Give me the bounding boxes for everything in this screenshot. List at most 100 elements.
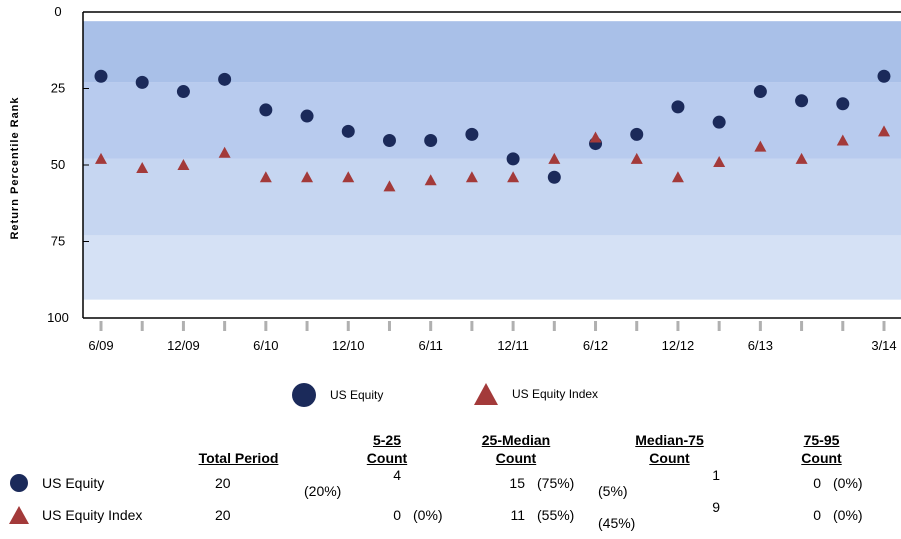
us-equity-point <box>465 127 479 141</box>
us-equity-point <box>218 72 232 86</box>
total-cell: 20 <box>215 475 231 491</box>
us-equity-index-point <box>671 171 684 183</box>
us-equity-index-point <box>177 159 190 170</box>
triangle-marker-icon <box>9 506 29 524</box>
legend-label: US Equity <box>330 388 384 402</box>
x-tick-label: 6/12 <box>583 338 608 353</box>
pct-cell: (45%) <box>598 515 636 531</box>
count-cell: 0 <box>813 507 821 523</box>
x-tick-label: 6/09 <box>88 338 113 353</box>
us-equity-index-point <box>589 131 602 143</box>
header-75-95-count: 75-95 Count <box>801 432 842 466</box>
legend-item-us-equity-index: US Equity Index <box>474 383 598 405</box>
y-tick-label: 50 <box>51 157 65 172</box>
count-cell: 15 <box>509 475 525 491</box>
us-equity-index-point <box>713 155 726 167</box>
circle-marker-icon <box>292 383 316 407</box>
y-tick-label: 25 <box>51 81 65 96</box>
us-equity-point <box>836 97 850 111</box>
us-equity-index-point <box>218 146 231 158</box>
legend-item-us-equity: US Equity <box>292 383 383 407</box>
x-tick-label: 3/14 <box>871 338 896 353</box>
x-tick-label: 12/10 <box>332 338 365 353</box>
count-cell: 1 <box>712 467 720 483</box>
count-cell: 0 <box>813 475 821 491</box>
header-5-25-count: 5-25 Count <box>366 432 408 466</box>
pct-cell: (0%) <box>833 475 863 491</box>
us-equity-point <box>259 103 273 117</box>
us-equity-index-point <box>424 174 437 186</box>
us-equity-point <box>300 109 314 123</box>
row-label: US Equity <box>42 475 105 491</box>
y-tick-label: 75 <box>51 234 65 249</box>
us-equity-point <box>712 115 726 129</box>
percentile-bands <box>83 21 901 300</box>
us-equity-index-point <box>795 152 808 164</box>
count-cell: 4 <box>393 467 401 483</box>
triangle-marker-icon <box>474 383 498 405</box>
pct-cell: (20%) <box>304 483 342 499</box>
us-equity-index-point <box>95 152 107 164</box>
pct-cell: (5%) <box>598 483 628 499</box>
circle-marker-icon <box>10 474 28 492</box>
header-25-median-count: 25-Median Count <box>481 432 551 466</box>
us-equity-index-point <box>465 171 478 183</box>
us-equity-index-point <box>507 171 520 183</box>
x-tick-labels: 6/09 12/09 6/10 12/10 6/11 12/11 6/12 12/12 6/13… <box>88 321 897 353</box>
pct-cell: (75%) <box>537 475 575 491</box>
us-equity-point <box>341 124 355 138</box>
us-equity-point <box>877 69 891 83</box>
x-tick-label: 12/11 <box>497 338 529 353</box>
us-equity-point <box>176 85 190 99</box>
us-equity-point <box>135 75 149 89</box>
us-equity-index-point <box>301 171 314 183</box>
pct-cell: (0%) <box>413 507 443 523</box>
y-tick-labels: 0 25 50 75 100 <box>47 4 89 325</box>
us-equity-index-point <box>630 152 643 164</box>
pct-cell: (55%) <box>537 507 575 523</box>
table-header-row: Total Period 5-25 Count 25-Median Count Me… <box>0 425 884 467</box>
percentile-band-1 <box>83 82 901 159</box>
percentile-band-2 <box>83 158 901 236</box>
us-equity-index-point <box>136 162 149 174</box>
summary-table: Total Period 5-25 Count 25-Median Count Me… <box>0 425 884 531</box>
data-points <box>94 69 891 192</box>
us-equity-point <box>506 152 520 166</box>
x-tick-label: 6/13 <box>748 338 773 353</box>
us-equity-index-point <box>259 171 272 183</box>
count-cell: 0 <box>393 507 401 523</box>
x-tick-label: 6/10 <box>253 338 278 353</box>
header-row-label <box>0 425 185 467</box>
x-tick-label: 12/09 <box>167 338 200 353</box>
us-equity-point <box>630 127 644 141</box>
us-equity-point <box>753 85 767 99</box>
pct-cell: (0%) <box>833 507 863 523</box>
us-equity-point <box>424 134 438 148</box>
us-equity-point <box>795 94 809 108</box>
x-tick-label: 6/11 <box>419 338 443 353</box>
chart-legend: US Equity US Equity Index <box>0 383 901 413</box>
us-equity-index-point <box>342 171 355 183</box>
y-axis-label: Return Percentile Rank <box>9 96 21 239</box>
row-label: US Equity Index <box>42 507 143 523</box>
x-tick-label: 12/12 <box>662 338 695 353</box>
us-equity-index-point <box>383 180 396 192</box>
percentile-band-3 <box>83 235 901 300</box>
y-tick-label: 0 <box>54 4 61 19</box>
us-equity-point <box>382 134 396 148</box>
us-equity-point <box>671 100 685 114</box>
legend-label: US Equity Index <box>512 387 599 401</box>
us-equity-point <box>94 69 108 83</box>
count-cell: 9 <box>712 499 720 515</box>
us-equity-point <box>547 170 561 184</box>
table-row: US Equity 20 4 (20%) 15 (75%) 1 (5%) 0 (0%) <box>0 467 884 499</box>
us-equity-index-point <box>548 152 561 164</box>
table-row: US Equity Index 20 0 (0%) 11 (55%) 9(45%) … <box>0 499 884 531</box>
us-equity-index-point <box>878 125 890 137</box>
count-cell: 11 <box>510 507 525 523</box>
us-equity-index-point <box>836 134 849 146</box>
header-median-75-count: Median-75 Count <box>635 432 704 466</box>
total-cell: 20 <box>215 507 231 523</box>
us-equity-index-point <box>754 140 767 152</box>
